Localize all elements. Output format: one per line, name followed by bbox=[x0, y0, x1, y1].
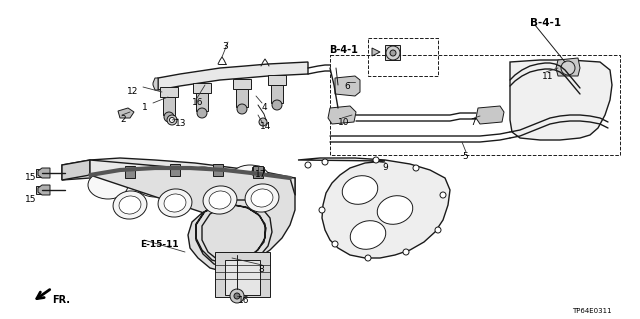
Text: 17: 17 bbox=[255, 170, 266, 179]
Text: 5: 5 bbox=[462, 152, 468, 161]
Circle shape bbox=[435, 227, 441, 233]
Text: FR.: FR. bbox=[52, 295, 70, 305]
Ellipse shape bbox=[135, 169, 175, 197]
Circle shape bbox=[230, 289, 244, 303]
Text: 10: 10 bbox=[338, 118, 349, 127]
Polygon shape bbox=[556, 58, 580, 76]
Ellipse shape bbox=[245, 184, 279, 212]
Polygon shape bbox=[62, 160, 90, 180]
Circle shape bbox=[197, 108, 207, 118]
Polygon shape bbox=[335, 76, 360, 96]
Bar bbox=[125, 166, 135, 178]
Bar bbox=[215, 252, 270, 297]
Circle shape bbox=[561, 61, 575, 75]
Text: 12: 12 bbox=[127, 87, 138, 96]
Ellipse shape bbox=[209, 191, 231, 209]
Bar bbox=[236, 89, 248, 107]
Ellipse shape bbox=[88, 171, 128, 199]
Polygon shape bbox=[38, 185, 50, 195]
Text: 9: 9 bbox=[382, 163, 388, 172]
Text: 15: 15 bbox=[25, 195, 36, 204]
Circle shape bbox=[255, 169, 261, 175]
Polygon shape bbox=[372, 48, 380, 56]
Circle shape bbox=[237, 104, 247, 114]
Bar bbox=[268, 75, 286, 85]
Circle shape bbox=[332, 241, 338, 247]
Polygon shape bbox=[118, 108, 134, 118]
Bar bbox=[213, 164, 223, 176]
Polygon shape bbox=[476, 106, 504, 124]
Bar bbox=[368, 38, 438, 76]
Polygon shape bbox=[328, 106, 356, 124]
Ellipse shape bbox=[230, 165, 270, 193]
Circle shape bbox=[440, 192, 446, 198]
Bar bbox=[330, 55, 620, 155]
Bar bbox=[36, 186, 44, 194]
Circle shape bbox=[413, 165, 419, 171]
Text: B-4-1: B-4-1 bbox=[530, 18, 561, 28]
Ellipse shape bbox=[113, 191, 147, 219]
Bar bbox=[271, 85, 283, 103]
Ellipse shape bbox=[119, 196, 141, 214]
Circle shape bbox=[272, 100, 282, 110]
Polygon shape bbox=[90, 160, 295, 195]
Text: E-15-11: E-15-11 bbox=[140, 240, 179, 249]
Polygon shape bbox=[62, 158, 295, 195]
Bar bbox=[252, 167, 264, 173]
Text: 2: 2 bbox=[120, 115, 125, 124]
Circle shape bbox=[322, 159, 328, 165]
Ellipse shape bbox=[377, 196, 413, 224]
Ellipse shape bbox=[203, 186, 237, 214]
Text: 1: 1 bbox=[142, 103, 148, 112]
Circle shape bbox=[167, 115, 177, 125]
Bar bbox=[233, 79, 251, 89]
Text: 7: 7 bbox=[470, 118, 476, 127]
Ellipse shape bbox=[158, 189, 192, 217]
Text: 15: 15 bbox=[25, 173, 36, 182]
Text: 6: 6 bbox=[344, 82, 349, 91]
Ellipse shape bbox=[251, 189, 273, 207]
Circle shape bbox=[365, 255, 371, 261]
Polygon shape bbox=[153, 78, 158, 90]
Text: 4: 4 bbox=[262, 103, 268, 112]
Circle shape bbox=[390, 50, 396, 56]
Bar bbox=[193, 83, 211, 93]
Polygon shape bbox=[510, 60, 612, 140]
Bar bbox=[253, 166, 263, 178]
Circle shape bbox=[403, 249, 409, 255]
Circle shape bbox=[319, 207, 325, 213]
Bar bbox=[160, 87, 178, 97]
Circle shape bbox=[252, 166, 264, 178]
Text: 14: 14 bbox=[260, 122, 271, 131]
Text: 3: 3 bbox=[222, 42, 228, 51]
Circle shape bbox=[164, 112, 174, 122]
Polygon shape bbox=[38, 168, 50, 178]
Circle shape bbox=[234, 293, 240, 299]
Circle shape bbox=[259, 118, 267, 126]
Text: TP64E0311: TP64E0311 bbox=[572, 308, 612, 314]
Text: 16: 16 bbox=[192, 98, 204, 107]
Ellipse shape bbox=[350, 221, 386, 249]
Text: 11: 11 bbox=[542, 72, 554, 81]
Bar bbox=[196, 93, 208, 111]
Bar bbox=[163, 97, 175, 115]
Circle shape bbox=[305, 162, 311, 168]
Text: B-4-1: B-4-1 bbox=[329, 45, 358, 55]
Text: 16: 16 bbox=[238, 296, 250, 305]
Bar bbox=[36, 169, 44, 177]
Polygon shape bbox=[158, 62, 308, 90]
Polygon shape bbox=[298, 158, 450, 258]
Ellipse shape bbox=[164, 194, 186, 212]
Polygon shape bbox=[385, 45, 400, 60]
Text: 13: 13 bbox=[175, 119, 186, 128]
Ellipse shape bbox=[183, 167, 223, 195]
Bar bbox=[225, 260, 260, 295]
Text: 8: 8 bbox=[258, 265, 264, 274]
Polygon shape bbox=[90, 168, 295, 272]
Circle shape bbox=[373, 157, 379, 163]
Circle shape bbox=[170, 117, 175, 122]
Ellipse shape bbox=[342, 176, 378, 204]
Bar bbox=[170, 164, 180, 176]
